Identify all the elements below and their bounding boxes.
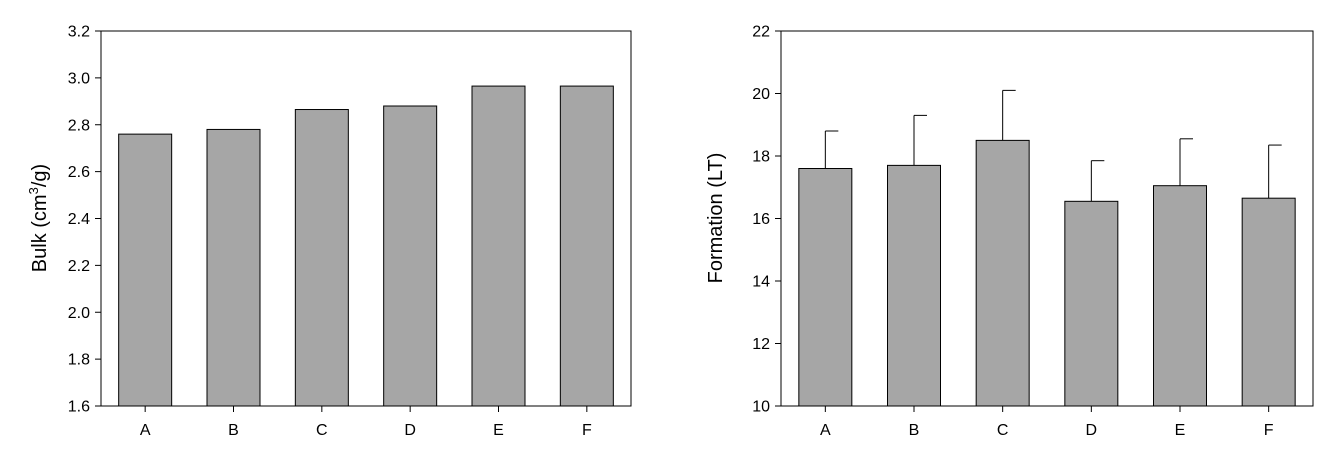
formation-y-tick-label: 18: [752, 149, 770, 166]
formation-bars: [798, 139, 1296, 407]
bulk-bar-f: [559, 85, 614, 407]
formation-error-bars: [824, 89, 1282, 202]
bulk-y-tick-label: 2.8: [68, 117, 90, 134]
bulk-bar-b: [206, 128, 261, 407]
formation-bar-e: [1153, 185, 1207, 407]
formation-y-tick-label: 20: [752, 86, 770, 103]
formation-y-ticks: 10 12 14 16 18 20 22: [752, 24, 781, 416]
formation-y-tick-label: 14: [752, 274, 770, 291]
bulk-x-tick-label: E: [493, 422, 504, 439]
bulk-y-tick-label: 3.2: [68, 24, 90, 41]
bulk-x-ticks: A B C D E F: [140, 406, 592, 439]
formation-y-tick-label: 16: [752, 211, 770, 228]
bulk-y-tick-label: 2.0: [68, 305, 90, 322]
bulk-bar-e: [471, 85, 526, 407]
bulk-y-tick-label: 2.2: [68, 258, 90, 275]
formation-bar-d: [1064, 200, 1119, 407]
bulk-bar-a: [118, 133, 173, 407]
bulk-x-tick-label: A: [140, 422, 151, 439]
bulk-y-tick-label: 2.6: [68, 164, 90, 181]
bulk-y-axis-title-unit: /g): [29, 164, 51, 187]
bulk-y-axis-title: Bulk (cm3/g): [26, 164, 51, 272]
bulk-y-tick-label: 1.8: [68, 352, 90, 369]
bulk-y-ticks: 1.6 1.8 2.0 2.2 2.4 2.6 2.8 3.0 3.2: [68, 24, 101, 416]
bulk-y-axis-title-superscript: 3: [26, 187, 41, 194]
bulk-bars: [118, 85, 614, 407]
formation-x-tick-label: B: [909, 422, 920, 439]
formation-x-tick-label: A: [820, 422, 831, 439]
formation-x-tick-label: F: [1264, 422, 1274, 439]
formation-y-tick-label: 22: [752, 24, 770, 41]
formation-bar-c: [975, 139, 1030, 407]
bulk-bar-d: [383, 105, 438, 407]
bulk-x-tick-label: D: [404, 422, 416, 439]
formation-y-tick-label: 12: [752, 336, 770, 353]
formation-chart: 10 12 14 16 18 20 22 A B C D E F Formation (LT): [705, 24, 1314, 439]
bulk-chart: 1.6 1.8 2.0 2.2 2.4 2.6 2.8 3.0 3.2 A B C D E F Bulk …: [26, 24, 632, 439]
formation-y-tick-label: 10: [752, 399, 770, 416]
formation-bar-a: [798, 168, 853, 407]
formation-bar-b: [887, 164, 941, 407]
bulk-y-axis-title-main: Bulk (cm: [29, 194, 51, 272]
bulk-x-tick-label: C: [316, 422, 328, 439]
bulk-x-tick-label: F: [582, 422, 592, 439]
bulk-y-tick-label: 1.6: [68, 399, 90, 416]
formation-x-tick-label: E: [1175, 422, 1186, 439]
bulk-y-tick-label: 3.0: [68, 70, 90, 87]
bulk-y-tick-label: 2.4: [68, 211, 90, 228]
formation-y-axis-title: Formation (LT): [705, 153, 727, 284]
formation-x-ticks: A B C D E F: [820, 406, 1274, 439]
bulk-bar-c: [294, 109, 349, 407]
formation-x-tick-label: D: [1086, 422, 1098, 439]
formation-bar-f: [1241, 197, 1296, 407]
formation-plot-frame: [780, 30, 1314, 407]
bulk-plot-frame: [100, 30, 632, 407]
formation-x-tick-label: C: [997, 422, 1009, 439]
bulk-x-tick-label: B: [228, 422, 239, 439]
